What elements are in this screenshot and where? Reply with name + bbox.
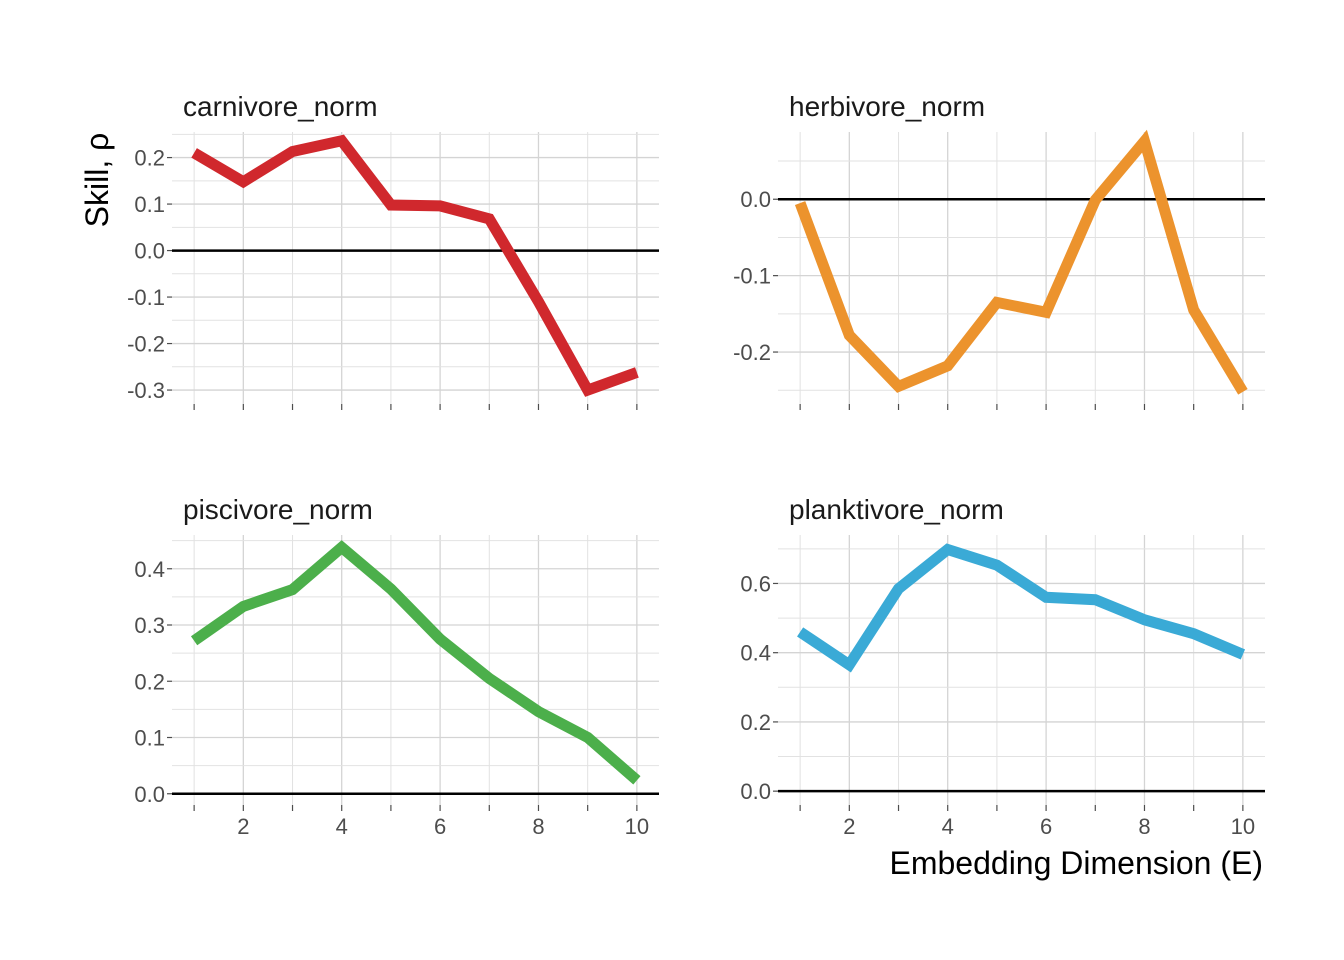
y-tick-label: -0.1 [127,285,165,310]
data-point [797,629,803,635]
data-point [437,203,443,209]
data-point [240,603,246,609]
data-point [1092,197,1098,203]
x-tick-label: 10 [1231,814,1255,839]
y-tick-label: -0.1 [733,264,771,289]
series-line-piscivore_norm [190,540,641,785]
data-point [240,179,246,185]
y-tick-label: 0.2 [740,710,771,735]
y-tick-label: 0.1 [134,726,165,751]
y-tick-label: 0.6 [740,571,771,596]
x-tick-label: 6 [1040,814,1052,839]
x-tick-label: 10 [625,814,649,839]
data-point [634,369,640,375]
y-tick-label: 0.2 [134,669,165,694]
panel-title: carnivore_norm [183,91,378,122]
data-point [486,216,492,222]
y-tick-label: -0.2 [127,332,165,357]
panel-title: herbivore_norm [789,91,985,122]
data-point [1240,651,1246,657]
y-tick-label: -0.3 [127,378,165,403]
data-point [339,544,345,550]
data-point [191,150,197,156]
x-tick-label: 6 [434,814,446,839]
x-tick-label: 2 [843,814,855,839]
data-point [191,638,197,644]
panel-carnivore_norm: carnivore_norm 0.2 0.1 0.0 -0.1 -0.2 -0.3 [127,91,659,410]
data-point [388,202,394,208]
y-tick-label: 0.4 [740,641,771,666]
x-tick-label: 8 [1138,814,1150,839]
data-point [290,149,296,155]
data-point [1141,138,1147,144]
panel-piscivore_norm: piscivore_norm 0.4 0.3 0.2 0.1 0.0 2 4 6 8 10 [134,494,659,839]
data-point [486,675,492,681]
data-point [797,200,803,206]
data-point [846,332,852,338]
y-tick-label: 0.0 [740,187,771,212]
x-tick-label: 4 [336,814,348,839]
data-point [945,547,951,553]
x-tick-label: 8 [532,814,544,839]
data-point [437,636,443,642]
data-point [535,299,541,305]
data-point [585,387,591,393]
data-point [1092,597,1098,603]
data-point [1043,309,1049,315]
data-point [896,586,902,592]
y-tick-label: 0.2 [134,146,165,171]
data-point [339,138,345,144]
data-point [994,562,1000,568]
panel-title: piscivore_norm [183,494,373,525]
data-point [1141,617,1147,623]
series-line-carnivore_norm [191,134,639,397]
data-point [1240,389,1246,395]
data-point [945,363,951,369]
y-tick-label: 0.0 [740,779,771,804]
y-tick-label: 0.3 [134,613,165,638]
data-point [388,586,394,592]
x-axis-title: Embedding Dimension (E) [890,845,1264,881]
y-tick-label: 0.0 [134,239,165,264]
x-tick-label: 4 [942,814,954,839]
data-point [535,709,541,715]
data-point [1191,307,1197,313]
series-line-herbivore_norm [794,129,1248,395]
data-point [1191,631,1197,637]
panel-title: planktivore_norm [789,494,1004,525]
panels: carnivore_norm 0.2 0.1 0.0 -0.1 -0.2 -0.3 herbi… [127,91,1265,839]
data-point [846,662,852,668]
data-point [994,299,1000,305]
x-tick-label: 2 [237,814,249,839]
data-point [290,587,296,593]
y-tick-label: 0.0 [134,782,165,807]
panel-herbivore_norm: herbivore_norm 0.0 -0.1 -0.2 [733,91,1265,410]
data-point [634,777,640,783]
y-axis-title: Skill, ρ [79,133,115,228]
data-point [585,735,591,741]
data-point [896,383,902,389]
panel-planktivore_norm: planktivore_norm 0.6 0.4 0.2 0.0 2 4 6 8 10 [740,494,1265,839]
y-tick-label: 0.4 [134,557,165,582]
data-point [1043,594,1049,600]
y-tick-label: -0.2 [733,340,771,365]
y-tick-label: 0.1 [134,192,165,217]
series-line-planktivore_norm [797,543,1246,673]
